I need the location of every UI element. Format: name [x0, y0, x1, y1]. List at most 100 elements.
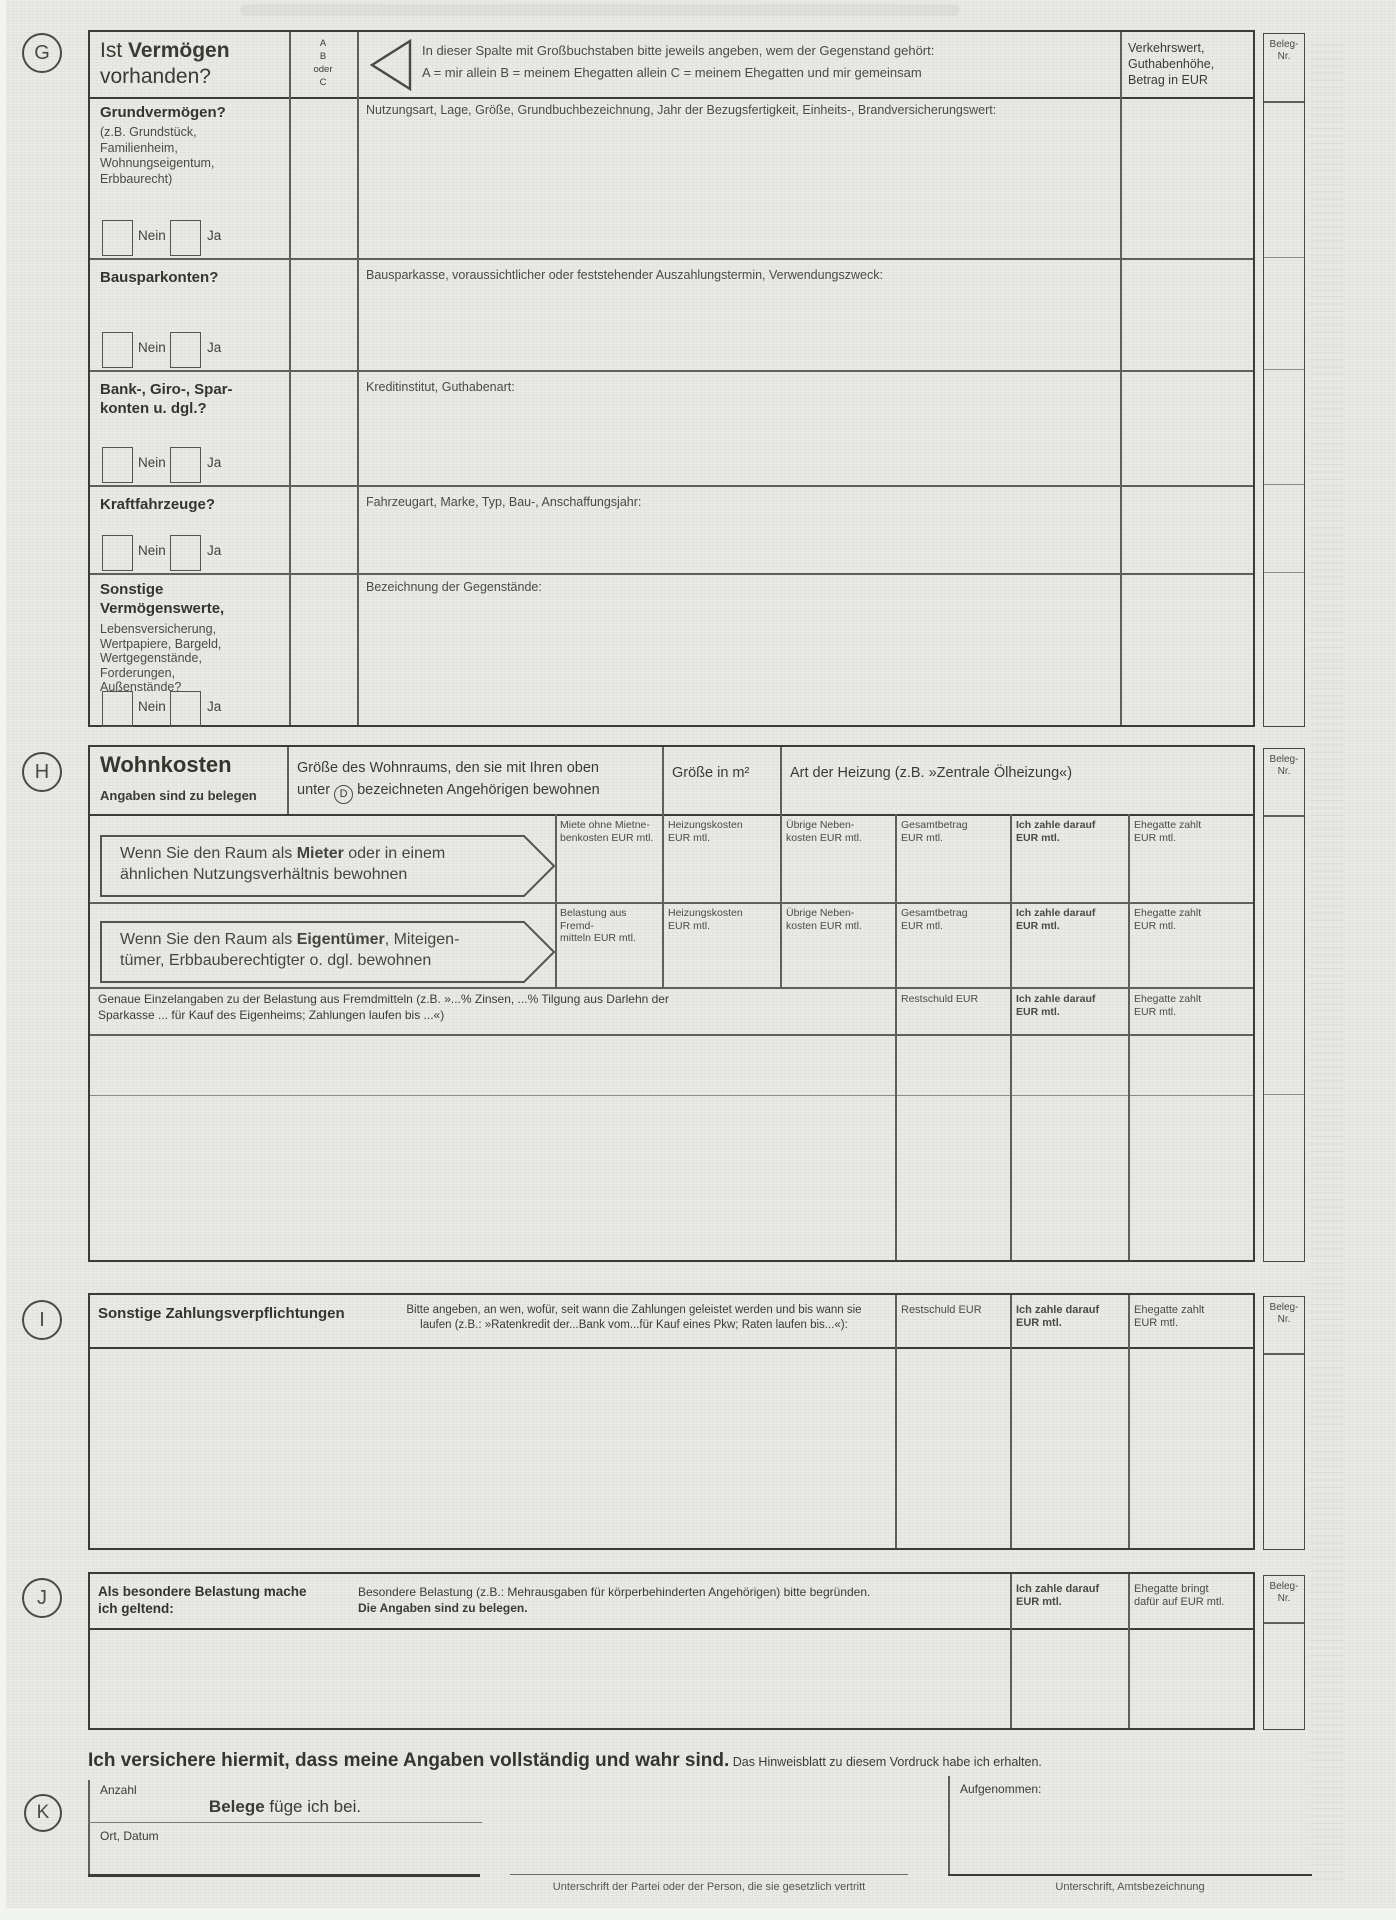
field-aufgenommen[interactable] [960, 1798, 1300, 1870]
field-detail-text-lower[interactable] [92, 1097, 892, 1257]
checkbox-label-ja: Ja [207, 340, 222, 355]
checkbox-grundvermoegen-ja[interactable] [170, 220, 201, 256]
section-letter: I [39, 1308, 45, 1331]
field-beleg-h[interactable] [1264, 816, 1302, 1256]
belege-bold: Belege [208, 1797, 265, 1816]
field-i-restschuld[interactable] [897, 1349, 1008, 1547]
field-eigen-ich-zahle[interactable] [1012, 935, 1126, 985]
field-size-m2[interactable] [664, 787, 778, 813]
field-eigen-ehegatte[interactable] [1130, 935, 1252, 985]
arrow-right-outline-icon [100, 921, 556, 983]
field-kraftfahrzeuge-value[interactable] [1122, 489, 1254, 569]
eigen-text-post2: tümer, Erbbauberechtigter o. dgl. bewohn… [120, 952, 432, 969]
belege-line: Belege füge ich bei. [100, 1797, 470, 1817]
field-detail-text-upper[interactable] [92, 1036, 892, 1093]
field-detail-ehegatte[interactable] [1130, 1036, 1252, 1257]
field-eigen-nebenkosten[interactable] [782, 935, 893, 985]
field-bankkonten-value[interactable] [1122, 374, 1254, 480]
size-note: Größe des Wohnraums, den sie mit Ihren o… [297, 757, 600, 804]
field-j-ich-zahle[interactable] [1012, 1630, 1126, 1729]
grid-line [90, 485, 1253, 487]
grid-line [90, 987, 1253, 989]
mieter-arrow-text: Wenn Sie den Raum als Mieter oder in ein… [120, 843, 445, 885]
checkbox-label-ja: Ja [207, 699, 222, 714]
field-mieter-gesamt[interactable] [897, 847, 1008, 900]
section-j-table: Als besondere Belastung mache ich gelten… [88, 1572, 1255, 1730]
grid-line [90, 97, 1253, 99]
owner-note-line1: In dieser Spalte mit Großbuchstaben bitt… [422, 43, 935, 58]
section-h-subtitle: Angaben sind zu belegen [100, 788, 257, 803]
checkbox-label-nein: Nein [138, 699, 166, 714]
section-marker-g: G [22, 33, 62, 73]
checkbox-sonstige-nein[interactable] [102, 691, 133, 727]
field-j-text[interactable] [92, 1630, 1007, 1729]
checkbox-sonstige-ja[interactable] [170, 691, 201, 727]
field-mieter-ich-zahle[interactable] [1012, 847, 1126, 900]
field-beleg-g[interactable] [1264, 102, 1302, 722]
field-mieter-nebenkosten[interactable] [782, 847, 893, 900]
checkbox-bausparkonten-ja[interactable] [170, 332, 201, 368]
field-grundvermoegen-value[interactable] [1122, 102, 1254, 254]
field-eigen-belastung[interactable] [557, 935, 660, 985]
checkbox-label-nein: Nein [138, 455, 166, 470]
owner-note-line2: A = mir allein B = meinem Ehegatten alle… [422, 65, 922, 80]
grid-line [1264, 1353, 1304, 1355]
k-box-left-border [88, 1780, 90, 1875]
abc-column-label: A B oder C [313, 38, 333, 88]
field-heating[interactable] [782, 787, 1252, 813]
beleg-column-j: Beleg- Nr. [1263, 1575, 1305, 1730]
field-mieter-ehegatte[interactable] [1130, 847, 1252, 900]
field-i-ich-zahle[interactable] [1012, 1349, 1126, 1547]
field-sonstige-value[interactable] [1122, 577, 1254, 725]
checkbox-bausparkonten-nein[interactable] [102, 332, 133, 368]
checkbox-kraftfahrzeuge-nein[interactable] [102, 535, 133, 571]
aufgenommen-box-left-border [948, 1776, 950, 1874]
grid-line [1264, 1094, 1304, 1095]
field-detail-restschuld[interactable] [897, 1036, 1008, 1257]
field-grundvermoegen-details[interactable] [360, 124, 1115, 254]
field-kraftfahrzeuge-details[interactable] [360, 514, 1115, 570]
section-marker-h: H [22, 752, 62, 792]
section-marker-k: K [24, 1794, 62, 1832]
checkbox-grundvermoegen-nein[interactable] [102, 220, 133, 256]
checkbox-bankkonten-ja[interactable] [170, 447, 201, 483]
section-g-title-line2: vorhanden? [100, 65, 211, 88]
field-eigen-gesamt[interactable] [897, 935, 1008, 985]
checkbox-bankkonten-nein[interactable] [102, 447, 133, 483]
checkbox-kraftfahrzeuge-ja[interactable] [170, 535, 201, 571]
field-sonstige-details[interactable] [360, 600, 1115, 724]
scan-smudge-top [240, 4, 960, 16]
field-j-ehegatte[interactable] [1130, 1630, 1252, 1729]
field-i-ehegatte[interactable] [1130, 1349, 1252, 1547]
grid-line [1128, 1295, 1130, 1548]
col-ehegatte-bringt-label: Ehegatte bringt dafür auf EUR mtl. [1134, 1583, 1225, 1608]
scan-edge-bottom [0, 1908, 1396, 1920]
circled-d-icon: D [334, 784, 354, 804]
field-bankkonten-details[interactable] [360, 400, 1115, 480]
section-h-title: Wohnkosten [100, 752, 232, 777]
field-ort-datum[interactable] [100, 1845, 470, 1873]
signature-line-left[interactable] [510, 1874, 908, 1876]
field-mieter-miete[interactable] [557, 847, 660, 900]
field-detail-ich-zahle[interactable] [1012, 1036, 1126, 1257]
grid-line [90, 1034, 1253, 1036]
field-mieter-heizung[interactable] [664, 847, 778, 900]
field-i-text[interactable] [92, 1349, 892, 1547]
grid-line [1010, 1574, 1012, 1728]
anzahl-label: Anzahl [100, 1783, 137, 1797]
field-eigen-heizung[interactable] [664, 935, 778, 985]
mieter-text-post1: oder in einem [343, 845, 446, 862]
aufgenommen-label: Aufgenommen: [960, 1782, 1042, 1796]
row-sonstige-subtitle: Lebensversicherung, Wertpapiere, Bargeld… [100, 622, 222, 694]
field-bausparkonten-value[interactable] [1122, 262, 1254, 366]
k-box-divider [88, 1822, 482, 1824]
field-bausparkonten-details[interactable] [360, 288, 1115, 366]
field-beleg-j[interactable] [1264, 1623, 1302, 1723]
field-beleg-i[interactable] [1264, 1354, 1302, 1544]
grid-line [90, 1095, 1253, 1096]
checkbox-label-ja: Ja [207, 543, 222, 558]
beleg-nr-label: Beleg- Nr. [1269, 1302, 1299, 1325]
grid-line [90, 1628, 1253, 1630]
grid-line [90, 902, 1253, 904]
